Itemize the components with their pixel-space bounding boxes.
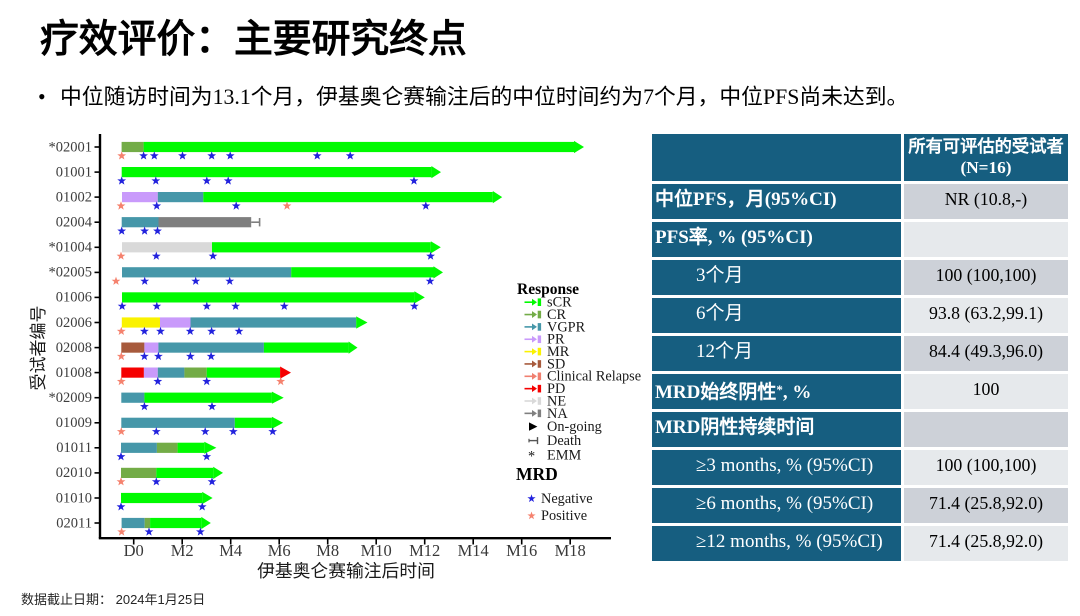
svg-text:*01004: *01004 bbox=[49, 240, 93, 256]
svg-text:sCR: sCR bbox=[547, 295, 572, 311]
svg-text:MR: MR bbox=[547, 344, 570, 360]
svg-text:M14: M14 bbox=[458, 541, 489, 560]
svg-text:Death: Death bbox=[547, 433, 581, 449]
svg-text:Negative: Negative bbox=[541, 491, 593, 507]
svg-text:MRD: MRD bbox=[516, 464, 558, 484]
svg-text:*02001: *02001 bbox=[49, 139, 93, 155]
svg-text:M4: M4 bbox=[219, 541, 242, 560]
svg-text:Clinical Relapse: Clinical Relapse bbox=[547, 369, 641, 385]
svg-text:CR: CR bbox=[547, 307, 567, 323]
svg-text:*: * bbox=[528, 449, 535, 465]
svg-text:*02009: *02009 bbox=[49, 390, 93, 406]
svg-text:伊基奥仑赛输注后时间: 伊基奥仑赛输注后时间 bbox=[257, 561, 435, 581]
svg-text:02010: 02010 bbox=[56, 465, 92, 481]
svg-text:01011: 01011 bbox=[56, 440, 92, 456]
svg-text:Positive: Positive bbox=[541, 508, 587, 524]
svg-text:NE: NE bbox=[547, 393, 566, 409]
svg-text:01010: 01010 bbox=[56, 490, 92, 506]
svg-text:受试者编号: 受试者编号 bbox=[29, 306, 48, 391]
svg-text:01009: 01009 bbox=[56, 415, 92, 431]
svg-text:02008: 02008 bbox=[56, 340, 92, 356]
svg-text:PD: PD bbox=[547, 381, 565, 397]
svg-text:On-going: On-going bbox=[547, 419, 602, 435]
svg-text:M10: M10 bbox=[361, 541, 392, 560]
svg-text:*02005: *02005 bbox=[49, 265, 93, 281]
svg-text:M18: M18 bbox=[555, 541, 586, 560]
svg-text:M2: M2 bbox=[171, 541, 194, 560]
svg-text:SD: SD bbox=[547, 356, 565, 372]
svg-text:02006: 02006 bbox=[56, 315, 92, 331]
svg-text:M16: M16 bbox=[506, 541, 537, 560]
svg-text:D0: D0 bbox=[124, 541, 144, 560]
svg-text:01001: 01001 bbox=[56, 164, 92, 180]
svg-text:01002: 01002 bbox=[56, 189, 92, 205]
svg-text:M6: M6 bbox=[268, 541, 291, 560]
svg-text:02011: 02011 bbox=[56, 515, 92, 531]
svg-text:01008: 01008 bbox=[56, 365, 92, 381]
svg-text:02004: 02004 bbox=[56, 215, 93, 231]
svg-text:NA: NA bbox=[547, 406, 568, 422]
svg-text:VGPR: VGPR bbox=[547, 319, 586, 335]
svg-text:M12: M12 bbox=[409, 541, 440, 560]
svg-text:PR: PR bbox=[547, 332, 565, 348]
svg-text:M8: M8 bbox=[316, 541, 339, 560]
svg-text:01006: 01006 bbox=[56, 290, 92, 306]
svg-text:EMM: EMM bbox=[547, 448, 581, 464]
svg-text:Response: Response bbox=[517, 281, 579, 298]
